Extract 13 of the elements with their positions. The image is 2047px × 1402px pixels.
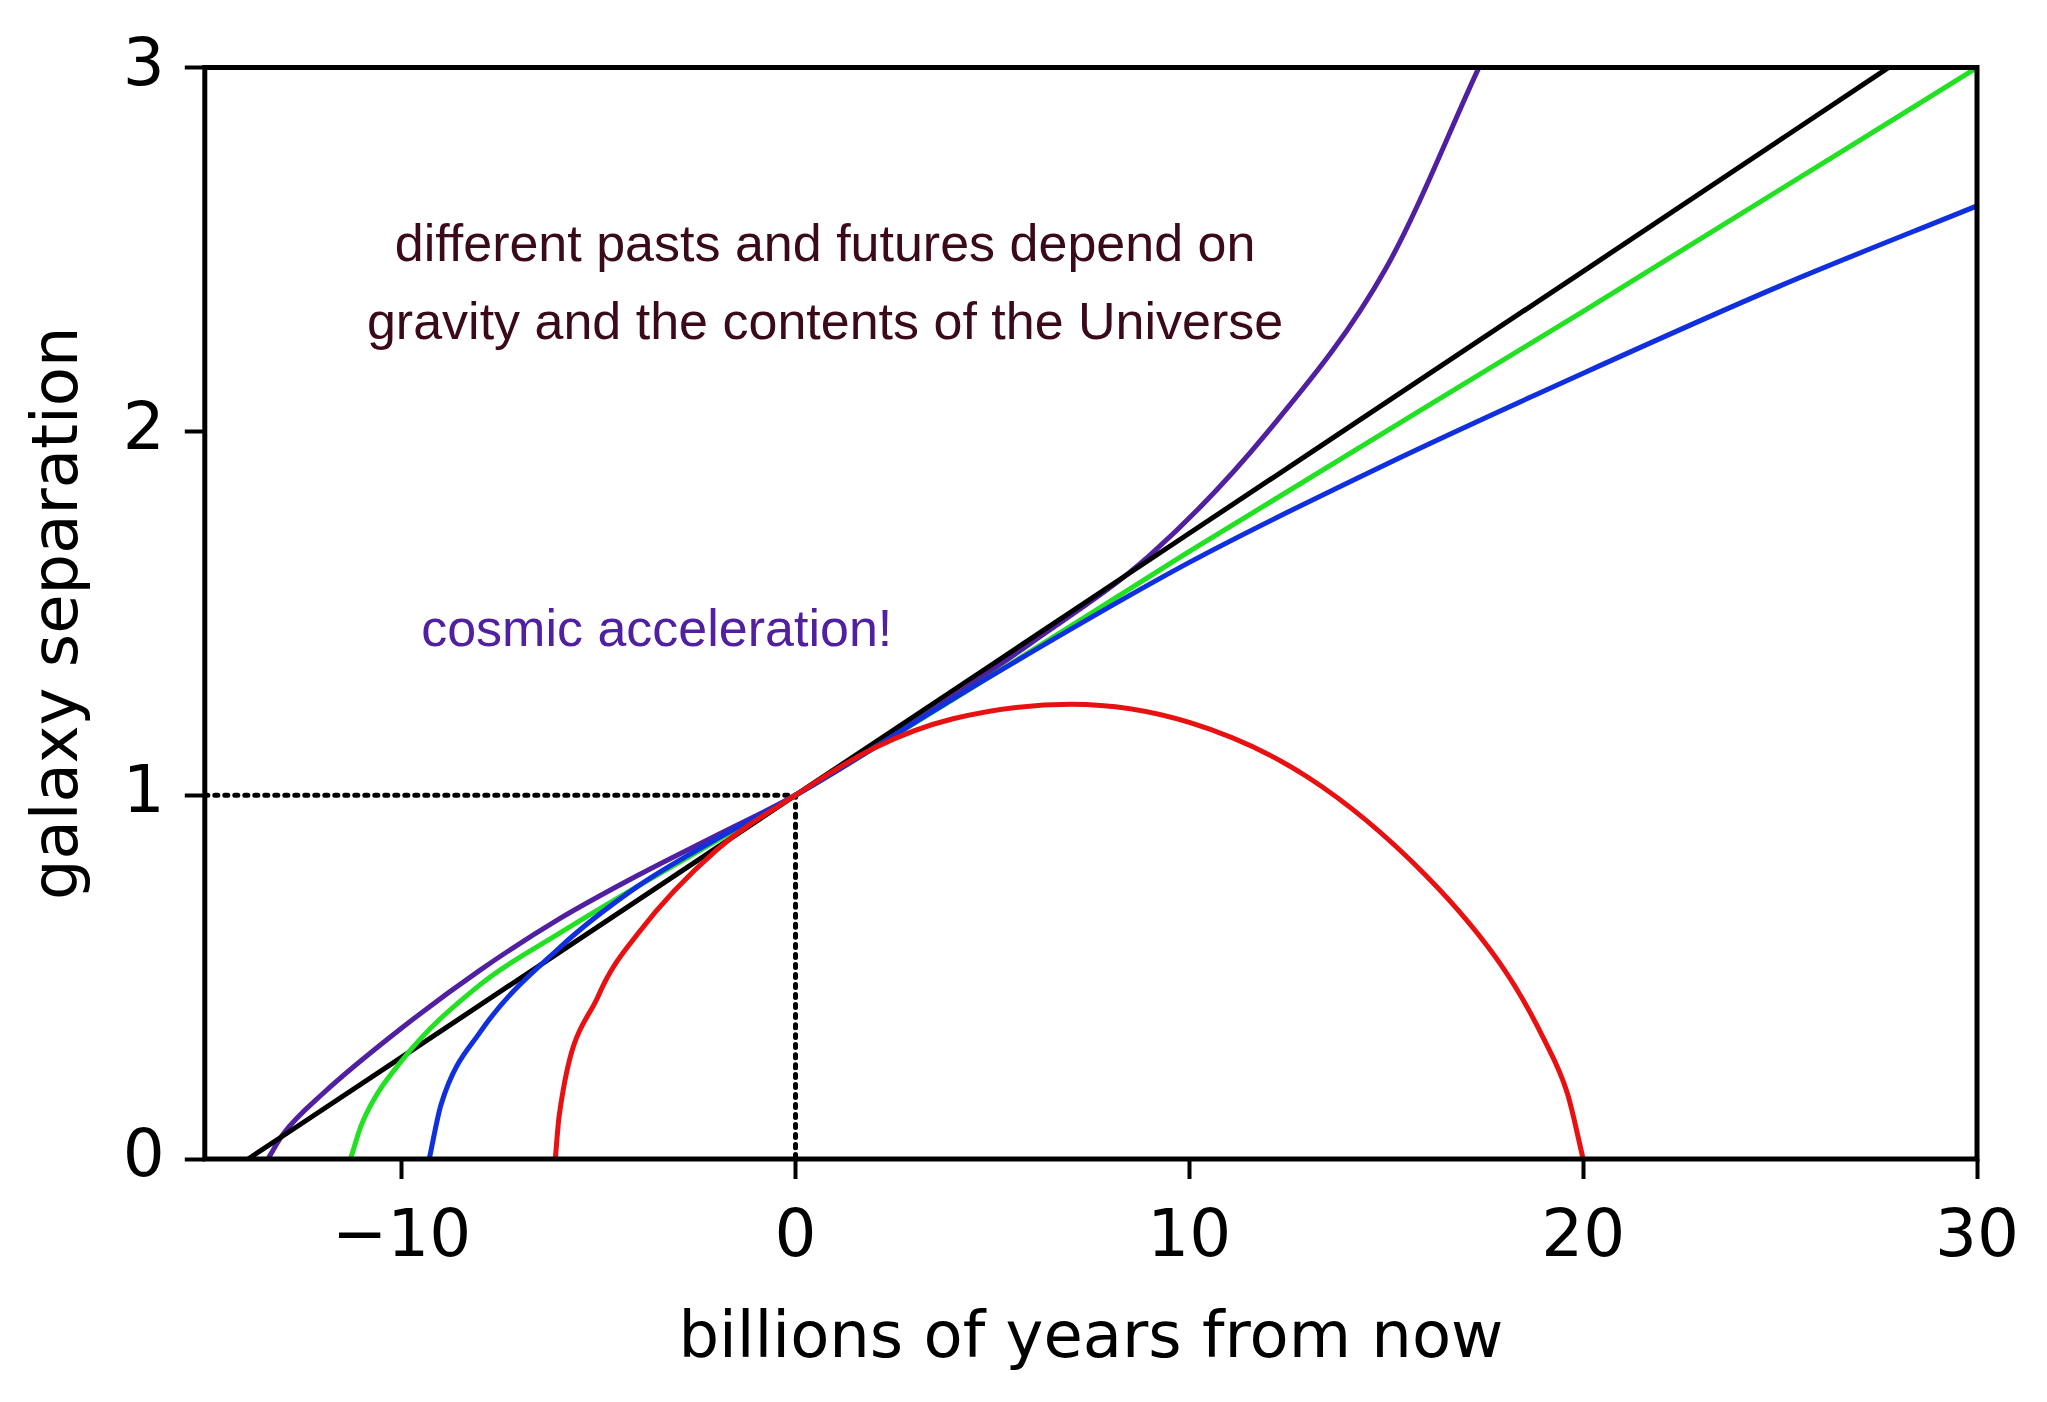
y-tick-label: 1	[122, 751, 165, 829]
x-tick-label: 30	[1935, 1194, 2019, 1272]
x-axis-title: billions of years from now	[678, 1298, 1504, 1373]
annotation: cosmic acceleration!	[421, 599, 893, 658]
y-axis-title: galaxy separation	[18, 326, 93, 901]
y-tick-label: 3	[122, 23, 165, 101]
x-tick-label: 20	[1541, 1194, 1626, 1272]
y-tick-label: 2	[122, 387, 165, 465]
x-tick-label: 0	[774, 1194, 817, 1272]
annotation: different pasts and futures depend on gravity and the contents of the Universe	[366, 214, 1284, 351]
x-tick-label: 10	[1147, 1194, 1232, 1272]
x-tick-label: −10	[332, 1194, 472, 1272]
y-tick-label: 0	[122, 1115, 165, 1193]
